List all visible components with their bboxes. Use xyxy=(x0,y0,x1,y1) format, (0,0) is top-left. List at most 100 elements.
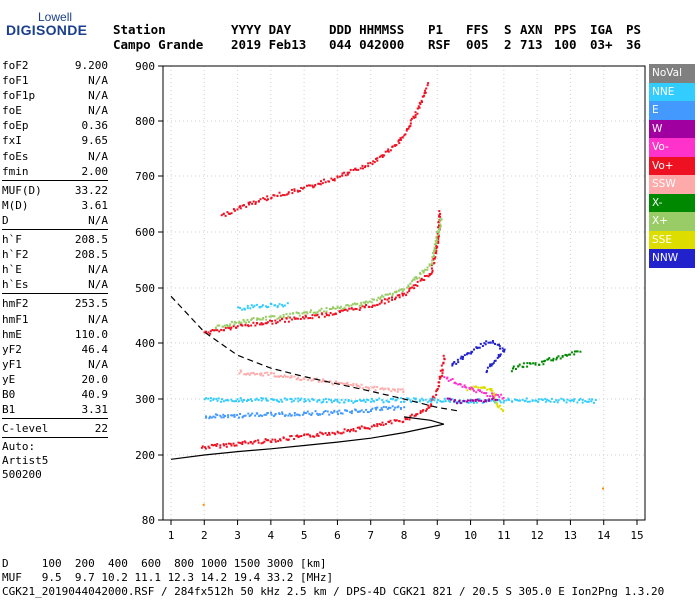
echo-point xyxy=(215,397,218,400)
echo-point xyxy=(406,291,409,294)
echo-point xyxy=(406,286,409,289)
echo-point xyxy=(492,361,495,364)
param-value: 3.61 xyxy=(81,198,109,212)
echo-point xyxy=(438,234,440,237)
profile-curve-solid xyxy=(170,416,445,460)
echo-point xyxy=(439,212,442,215)
echo-point xyxy=(400,288,403,291)
echo-point xyxy=(366,386,369,389)
param-name: foF1 xyxy=(2,74,29,88)
echo-point xyxy=(306,312,309,315)
echo-point xyxy=(207,397,210,400)
echo-point xyxy=(339,175,341,178)
legend-item: X+ xyxy=(649,212,695,231)
echo-point xyxy=(286,302,289,305)
echo-point xyxy=(232,442,235,445)
echo-point xyxy=(460,355,463,358)
echo-point xyxy=(288,316,291,319)
echo-point xyxy=(325,312,328,315)
echo-point xyxy=(276,317,279,320)
echo-point xyxy=(299,399,302,401)
echo-point xyxy=(267,374,270,376)
echo-point xyxy=(494,398,497,401)
x-tick-label: 5 xyxy=(301,529,308,542)
param-row: MUF(D) 33.22 xyxy=(2,183,108,198)
echo-point xyxy=(427,275,430,278)
echo-point xyxy=(279,438,281,441)
echo-point xyxy=(416,280,419,283)
echo-point xyxy=(293,375,296,378)
echo-point xyxy=(388,400,391,403)
echo-point xyxy=(399,137,402,140)
echo-point xyxy=(489,363,492,366)
echo-point xyxy=(259,198,262,201)
header-iga-label: IGA xyxy=(590,22,613,37)
echo-point xyxy=(356,426,359,429)
echo-point xyxy=(419,412,422,414)
echo-point xyxy=(396,294,399,297)
echo-point xyxy=(489,341,492,344)
echo-point xyxy=(205,397,208,400)
echo-point xyxy=(328,398,330,401)
echo-point xyxy=(383,154,386,157)
echo-point xyxy=(403,400,406,403)
echo-point xyxy=(499,401,502,404)
echo-point xyxy=(293,188,296,191)
echo-point xyxy=(231,400,234,403)
echo-point xyxy=(430,398,433,401)
echo-point xyxy=(423,275,426,277)
echo-point xyxy=(431,256,434,259)
echo-point xyxy=(247,325,250,328)
echo-point xyxy=(321,313,324,316)
header-station-label: Station xyxy=(113,22,166,37)
echo-point xyxy=(560,397,563,400)
echo-point xyxy=(262,374,265,377)
echo-point xyxy=(313,435,316,438)
echo-point xyxy=(431,259,434,262)
echo-point xyxy=(481,345,484,347)
echo-point xyxy=(466,400,469,403)
echo-point xyxy=(364,386,367,389)
echo-point xyxy=(391,294,394,297)
echo-point xyxy=(339,311,341,314)
echo-point xyxy=(432,397,435,400)
echo-point xyxy=(455,382,458,385)
echo-point xyxy=(285,193,288,196)
echo-point xyxy=(397,388,400,391)
echo-point xyxy=(219,444,222,447)
echo-point xyxy=(563,399,566,402)
echo-point xyxy=(459,383,462,386)
echo-point xyxy=(436,238,439,241)
echo-point xyxy=(381,154,384,157)
echo-point xyxy=(296,317,299,320)
echo-point xyxy=(241,204,244,207)
echo-point xyxy=(470,401,472,404)
echo-point xyxy=(561,355,564,357)
param-row: h`F2 208.5 xyxy=(2,247,108,262)
echo-point xyxy=(317,182,320,185)
echo-point xyxy=(229,323,232,326)
echo-point xyxy=(281,317,284,320)
echo-point xyxy=(496,398,499,401)
echo-point xyxy=(346,173,349,176)
echo-point xyxy=(489,395,491,398)
echo-point xyxy=(387,300,390,303)
echo-point xyxy=(456,402,458,405)
echo-point xyxy=(300,378,303,381)
echo-point xyxy=(256,317,259,320)
echo-point xyxy=(437,240,440,243)
echo-point xyxy=(264,315,267,318)
echo-point xyxy=(265,439,268,442)
echo-point xyxy=(491,398,494,401)
echo-point xyxy=(266,412,269,414)
echo-point xyxy=(443,358,446,361)
echo-point xyxy=(405,294,408,297)
param-name: yF1 xyxy=(2,357,22,371)
echo-point xyxy=(305,311,308,314)
param-name: hmF1 xyxy=(2,312,29,326)
echo-point xyxy=(342,382,345,385)
echo-point xyxy=(491,389,494,392)
autoscale-label: Auto: xyxy=(2,440,36,454)
echo-point xyxy=(315,312,317,315)
echo-point xyxy=(451,398,454,401)
